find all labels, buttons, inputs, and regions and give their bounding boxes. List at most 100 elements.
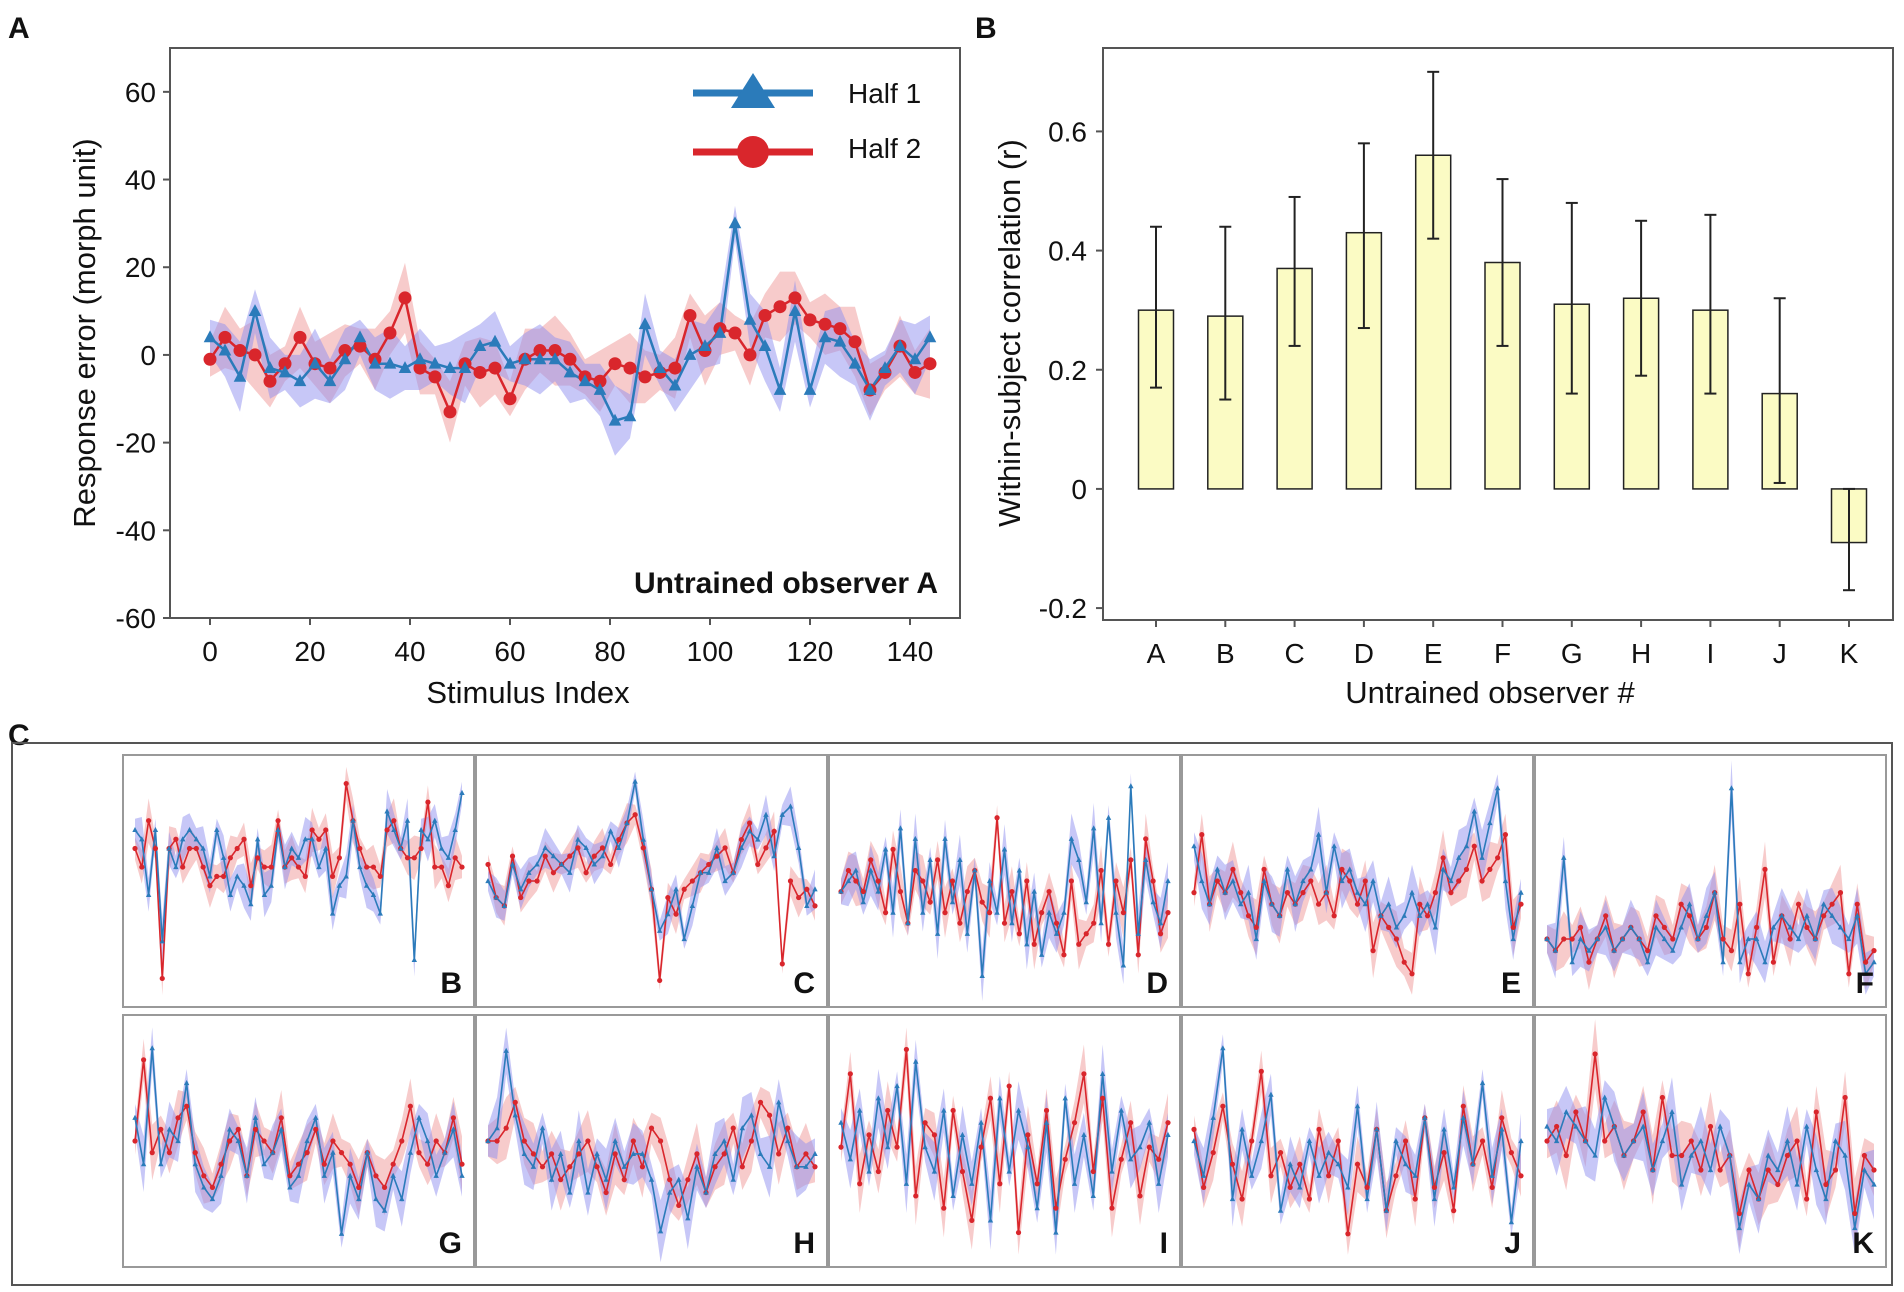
x-tick-label: J <box>1773 638 1787 669</box>
half1-band <box>488 1027 815 1263</box>
half2-point <box>1703 924 1709 931</box>
half2-point <box>875 878 881 884</box>
half1-point <box>357 864 363 870</box>
half2-point <box>248 348 262 362</box>
half2-point <box>1573 1109 1579 1115</box>
half1-point <box>1487 820 1493 826</box>
half1-point <box>694 1163 700 1169</box>
half2-point <box>1737 901 1743 907</box>
half1-point <box>941 1107 947 1113</box>
panel-c-grid: B C D E F G H I J K <box>122 754 1887 1268</box>
subplot-label: E <box>1501 967 1521 1000</box>
half1-point <box>845 878 852 884</box>
half2-point <box>632 812 638 818</box>
half1-point <box>282 864 288 870</box>
half1-point <box>1432 924 1439 930</box>
x-tick-label: I <box>1707 638 1715 669</box>
half1-point <box>683 347 697 360</box>
half1-point <box>287 1184 293 1190</box>
half1-point <box>1636 936 1642 942</box>
half1-point <box>1424 901 1431 907</box>
half1-point <box>1422 1114 1428 1120</box>
half2-point <box>1794 1138 1800 1144</box>
half1-point <box>1431 1196 1438 1202</box>
half1-point <box>893 339 907 352</box>
half1-point <box>542 844 548 850</box>
half1-point <box>863 383 877 395</box>
half2-point <box>803 313 817 327</box>
half2-point <box>1854 901 1860 907</box>
half1-point <box>894 1083 900 1089</box>
half2-point <box>608 357 622 371</box>
half2-point <box>1787 936 1793 942</box>
half1-point <box>1297 1184 1303 1190</box>
half2-point <box>1308 878 1314 884</box>
panel-letter-a: A <box>8 12 30 45</box>
half1-point <box>1619 936 1626 942</box>
half2-point <box>159 975 165 982</box>
half1-point <box>1347 866 1353 872</box>
half1-point <box>730 869 736 875</box>
half1-point <box>193 836 200 842</box>
half2-point <box>712 1164 718 1170</box>
half1-point <box>1370 878 1376 884</box>
half1-point <box>856 1107 863 1113</box>
half1-point <box>1393 1138 1399 1144</box>
half1-point <box>885 1144 891 1150</box>
half1-point <box>608 413 622 426</box>
half1-point <box>1470 1161 1476 1167</box>
half2-point <box>1083 931 1089 937</box>
half2-point <box>1024 878 1030 884</box>
half2-point <box>681 886 687 892</box>
half1-point <box>1090 825 1097 831</box>
half1-point <box>803 383 817 395</box>
half2-point <box>978 1144 984 1150</box>
half1-point <box>424 1138 431 1144</box>
legend-half1-triangle-marker <box>731 73 775 108</box>
half2-point <box>192 1150 198 1156</box>
half1-point <box>261 891 268 898</box>
half2-point <box>1354 1161 1361 1167</box>
half2-point <box>1861 1152 1867 1159</box>
half2-point <box>295 864 302 870</box>
half1-point <box>293 374 307 387</box>
half2-point <box>1640 1109 1646 1115</box>
half2-point <box>539 1164 546 1170</box>
panel-a-frame <box>169 47 961 619</box>
half1-point <box>638 317 652 330</box>
half2-point <box>638 370 652 384</box>
half2-point <box>1100 1095 1106 1101</box>
half2-point <box>730 1125 736 1131</box>
y-tick-label: 0.6 <box>1048 116 1087 147</box>
half1-point <box>323 374 337 387</box>
half1-point <box>676 1176 682 1182</box>
subplot-label: B <box>440 967 462 1000</box>
half2-point <box>1401 959 1407 965</box>
half2-point <box>445 883 451 889</box>
half1-point <box>1165 878 1171 884</box>
half1-point <box>173 864 179 870</box>
half2-point <box>665 894 671 901</box>
half1-point <box>518 352 532 365</box>
half1-point <box>833 334 847 347</box>
half1-point <box>503 356 517 369</box>
half1-point <box>607 828 614 834</box>
half2-point <box>623 361 637 375</box>
half1-point <box>139 836 145 842</box>
half2-point <box>1137 1193 1143 1199</box>
half1-point <box>997 1095 1003 1101</box>
half2-point <box>146 818 152 824</box>
half1-point <box>428 356 442 369</box>
half1-point <box>1695 936 1701 942</box>
half1-point <box>1165 1131 1171 1137</box>
half2-point <box>845 867 852 874</box>
panel-a-x-axis-label: Stimulus Index <box>426 675 630 710</box>
half1-point <box>418 826 424 833</box>
half2-point <box>1863 959 1869 965</box>
half2-point <box>833 322 847 336</box>
half1-point <box>557 1150 564 1156</box>
half1-point <box>308 356 322 369</box>
half1-point <box>1670 947 1676 953</box>
half2-point <box>200 864 206 870</box>
half1-point <box>330 1149 336 1155</box>
